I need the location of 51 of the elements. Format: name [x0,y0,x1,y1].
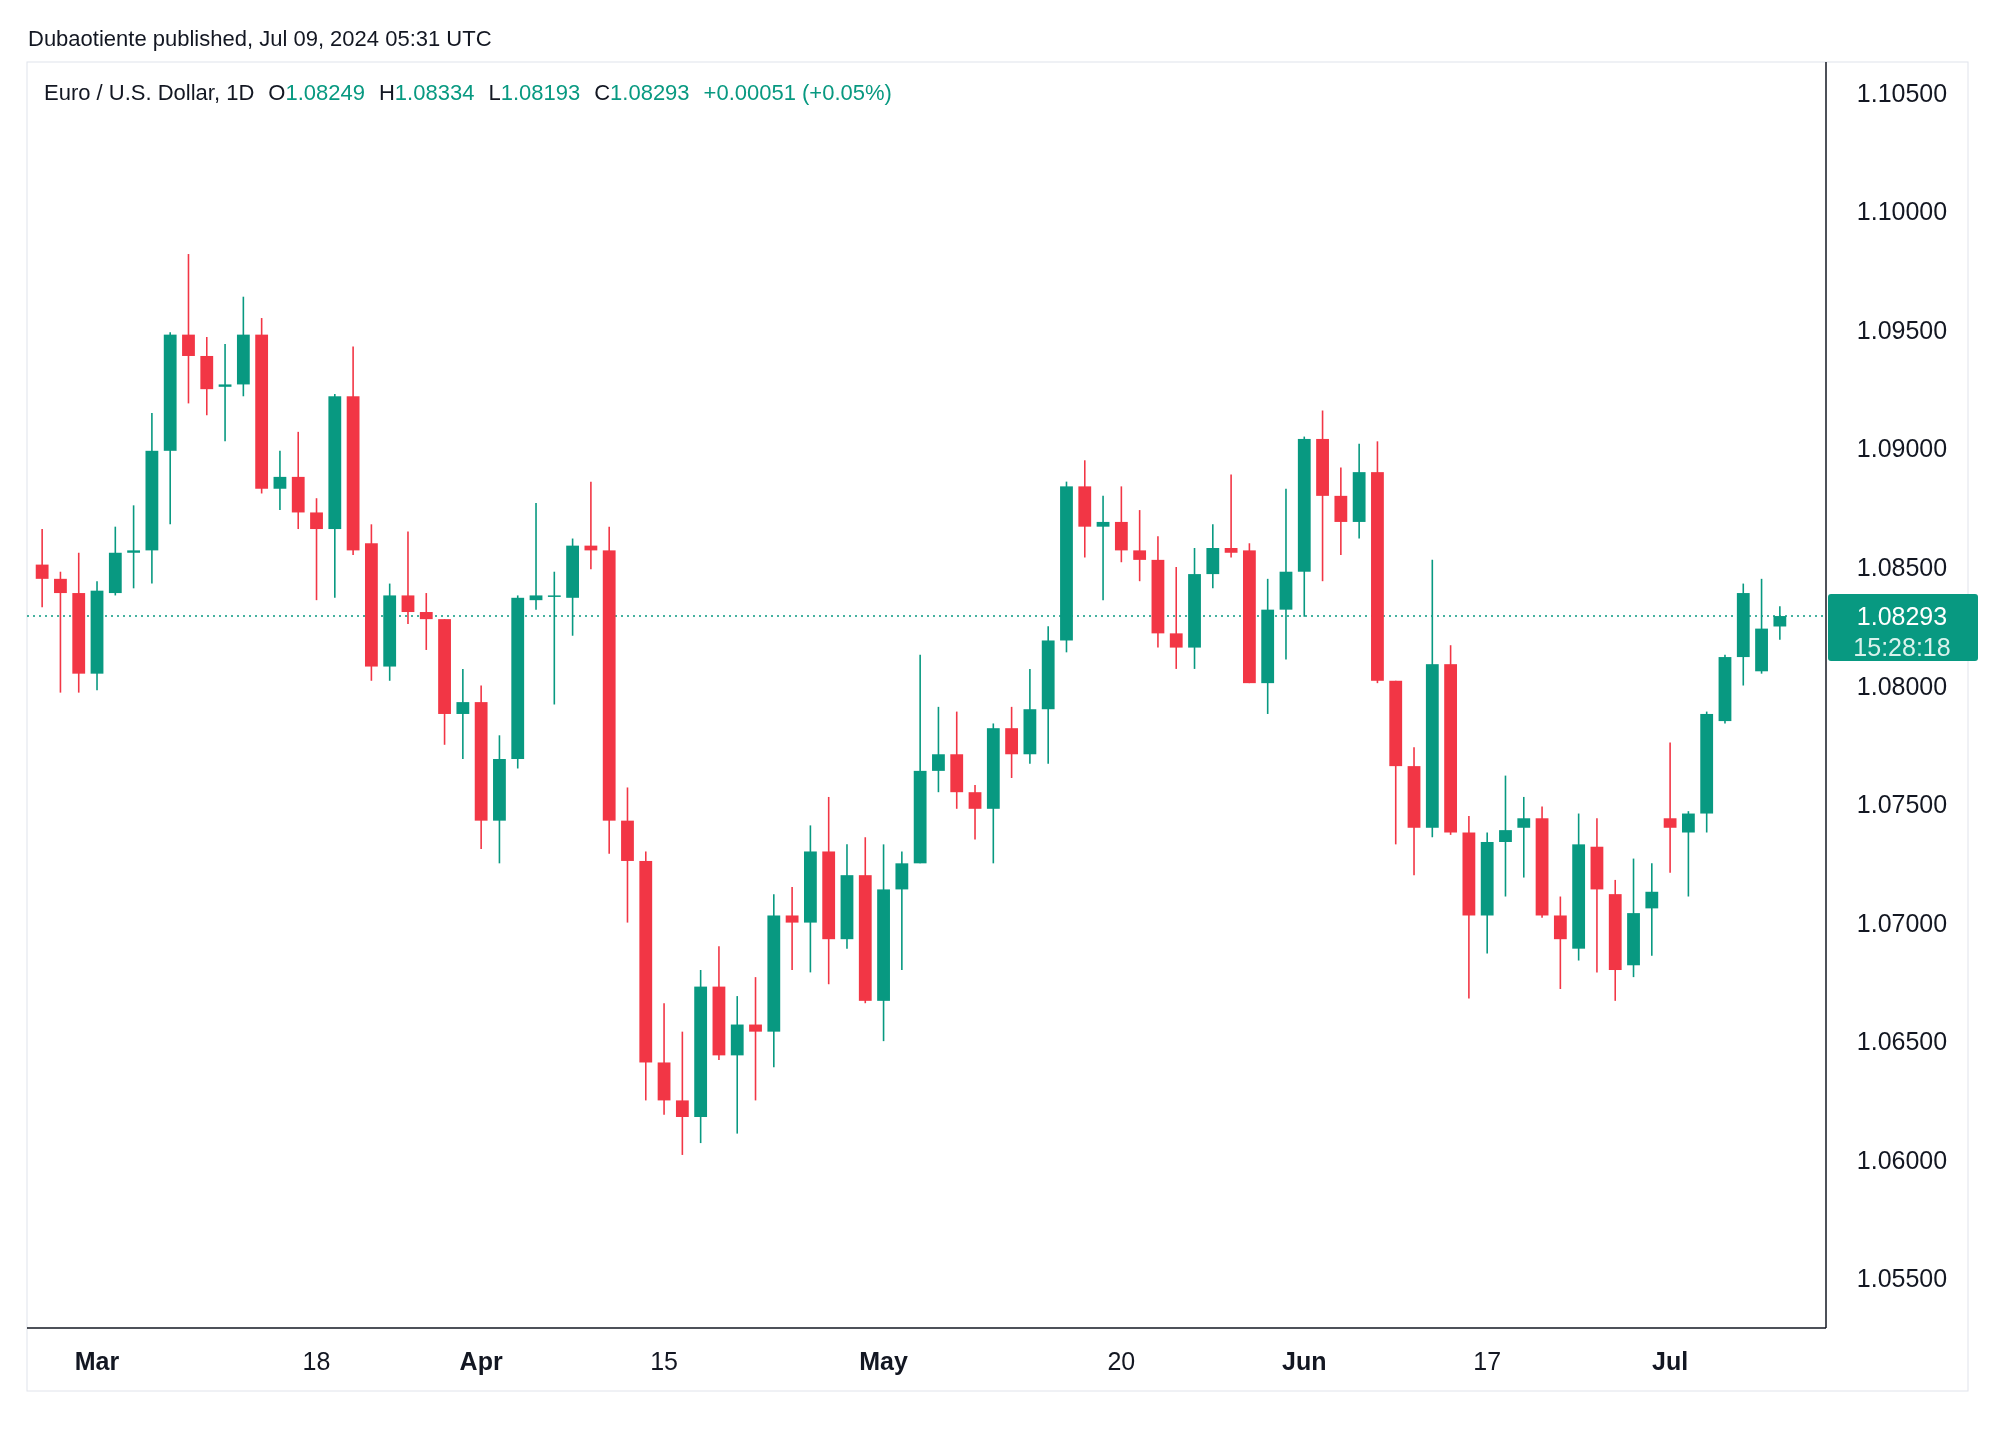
candlestick [1499,774,1512,898]
candlestick [218,343,232,443]
candlestick [401,530,415,625]
candlestick [1553,895,1567,990]
x-tick-label: 17 [1473,1347,1502,1375]
candlestick [1224,473,1238,559]
text: O1.08249 H1.08334 L1.08193 C1.08293 +0.00051 (+0.05%) [268,80,892,105]
y-tick-label: 1.10500 [1856,78,1948,107]
candlestick [749,976,762,1102]
y-tick-label: 1.07000 [1856,908,1948,937]
y-tick-label: 1.06500 [1856,1027,1948,1056]
candlestick [675,1030,689,1156]
x-tick-label: 20 [1107,1347,1136,1375]
y-tick-label: 1.09000 [1856,434,1948,463]
text: Euro / U.S. Dollar, 1D [44,80,255,105]
candlestick [1133,509,1147,582]
candlestick [35,528,49,609]
candlestick [785,886,799,971]
candlestick [127,504,141,590]
y-tick-label: 1.05500 [1856,1264,1948,1293]
candlestick [968,784,982,841]
x-tick-label: Mar [74,1347,120,1375]
candlestick [273,450,287,511]
x-tick-label: 18 [302,1347,331,1375]
candlestick [456,668,470,760]
candlestick [1681,810,1695,898]
y-tick-label: 1.09500 [1856,315,1948,344]
x-tick-label: May [859,1347,908,1375]
y-tick-label: 1.07500 [1856,790,1948,819]
candlestick [1645,862,1659,957]
candlestick [54,570,67,694]
text: 15:28:18 [1853,633,1951,662]
candlestick [932,706,945,793]
y-tick-label: 1.08000 [1856,671,1948,700]
x-tick-label: 15 [650,1347,678,1375]
candlestick [419,592,433,651]
candlestick [1517,796,1531,879]
candlestick [182,253,195,405]
candlestick [529,502,543,611]
x-tick-label: Jul [1652,1347,1689,1375]
x-tick-label: Jun [1282,1347,1327,1375]
x-tick-label: Apr [459,1347,503,1375]
y-tick-label: 1.10000 [1856,197,1948,226]
ref-line-label: 1.08293 [1856,602,1948,631]
y-tick-label: 1.06000 [1856,1145,1948,1174]
text: Dubaotiente published, Jul 09, 2024 05:31 UTC [28,26,492,51]
candlestick [1663,741,1677,874]
candlestick [1096,495,1110,601]
candlestick [1169,566,1183,670]
y-tick-label: 1.08500 [1856,552,1948,581]
candlestick [310,497,323,601]
